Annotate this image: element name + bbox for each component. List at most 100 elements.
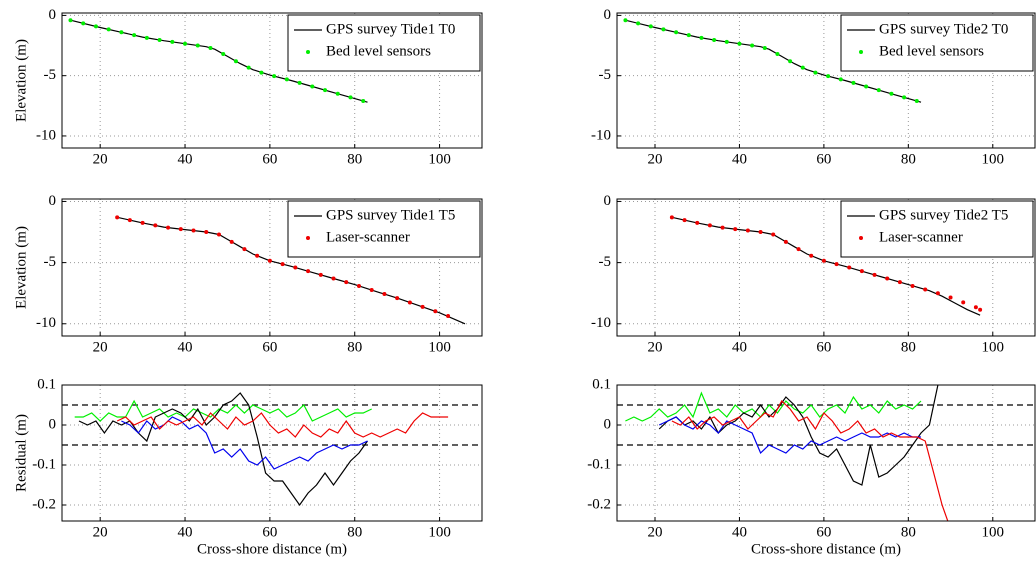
y-tick-label: 0	[604, 7, 612, 23]
y-tick-label: 0	[49, 7, 57, 23]
x-axis-label: Cross-shore distance (m)	[197, 541, 347, 557]
plot-content	[68, 18, 368, 103]
data-point	[669, 215, 674, 220]
x-tick-label: 80	[347, 151, 362, 167]
y-tick-label: -0.1	[32, 456, 56, 472]
data-point	[183, 41, 188, 46]
x-tick-label: 60	[816, 151, 831, 167]
data-point	[771, 232, 776, 237]
data-point	[750, 43, 755, 48]
data-point	[872, 272, 877, 277]
x-tick-label: 40	[178, 151, 193, 167]
y-axis-label: Elevation (m)	[13, 39, 29, 122]
data-point	[221, 51, 226, 56]
data-point	[284, 77, 289, 82]
data-point	[310, 84, 315, 89]
x-tick-label: 100	[428, 151, 451, 167]
x-tick-label: 100	[428, 339, 451, 355]
legend-box	[840, 14, 1034, 72]
data-point	[821, 258, 826, 263]
y-tick-label: 0	[49, 416, 57, 432]
data-point	[733, 227, 738, 232]
data-point	[699, 35, 704, 40]
data-point	[242, 247, 247, 252]
data-point	[369, 288, 374, 293]
y-tick-label: -0.2	[587, 496, 611, 512]
data-point	[361, 98, 366, 103]
data-point	[293, 265, 298, 270]
legend-label: GPS survey Tide2 T5	[879, 207, 1008, 223]
x-tick-label: 100	[982, 339, 1005, 355]
y-tick-label: 0.1	[592, 376, 611, 392]
data-point	[847, 265, 852, 270]
y-axis-label: Elevation (m)	[13, 226, 29, 309]
y-tick-label: -10	[36, 315, 56, 331]
data-point	[395, 296, 400, 301]
x-tick-label: 40	[732, 151, 747, 167]
x-tick-label: 60	[816, 524, 831, 540]
data-point	[695, 220, 700, 225]
panel: 20 40 60 80 100 0 -5 -10 GPS survey Tide2 T5 Lase…	[591, 193, 1036, 355]
legend-box	[287, 200, 481, 258]
data-point	[170, 39, 175, 44]
data-point	[745, 228, 750, 233]
legend-marker	[306, 50, 310, 54]
data-point	[106, 27, 111, 32]
x-tick-label: 80	[901, 151, 916, 167]
x-tick-label: 20	[648, 339, 663, 355]
data-point	[910, 283, 915, 288]
y-tick-label: 0	[49, 193, 57, 209]
data-point	[420, 304, 425, 309]
data-point	[826, 74, 831, 79]
x-tick-label: 80	[901, 339, 916, 355]
data-point	[813, 70, 818, 75]
data-point	[674, 30, 679, 35]
data-point	[356, 283, 361, 288]
data-point	[889, 91, 894, 96]
data-point	[762, 45, 767, 50]
x-tick-label: 60	[262, 524, 277, 540]
data-point	[712, 38, 717, 42]
panel: 20 40 60 80 100 0.1 0 -0.1 -0.2 Cross-shore dista…	[587, 376, 1036, 557]
x-tick-label: 100	[982, 151, 1005, 167]
y-tick-label: -0.1	[587, 456, 611, 472]
y-tick-label: -0.2	[32, 496, 56, 512]
data-point	[259, 70, 264, 75]
x-tick-label: 60	[262, 151, 277, 167]
legend-box	[840, 200, 1034, 258]
data-point	[331, 276, 336, 281]
legend-label: GPS survey Tide1 T5	[326, 207, 455, 223]
data-point	[297, 80, 302, 85]
panel: 20 40 60 80 100 0 -5 -10 GPS survey Tide1 T0 Bed …	[13, 7, 483, 167]
y-tick-label: -5	[44, 254, 57, 270]
data-line	[625, 391, 922, 422]
data-point	[737, 41, 742, 46]
y-tick-label: 0	[604, 193, 612, 209]
x-tick-label: 40	[178, 339, 193, 355]
data-point	[623, 18, 628, 23]
data-point	[923, 287, 928, 292]
x-axis-label: Cross-shore distance (m)	[751, 541, 901, 557]
x-tick-label: 20	[93, 524, 108, 540]
x-tick-label: 60	[262, 339, 277, 355]
data-point	[306, 269, 311, 274]
x-tick-label: 80	[347, 524, 362, 540]
data-point	[720, 225, 725, 230]
data-point	[140, 220, 145, 225]
data-point	[446, 314, 451, 319]
data-point	[686, 33, 691, 38]
data-line	[74, 399, 372, 422]
data-point	[119, 30, 124, 35]
data-point	[796, 247, 801, 252]
data-point	[115, 215, 120, 220]
data-point	[166, 225, 171, 230]
plot-content	[62, 392, 482, 507]
axes-frame	[61, 384, 483, 522]
data-point	[93, 24, 98, 29]
panel: 20 40 60 80 100 0 -5 -10 GPS survey Tide1 T5 Lase…	[13, 193, 483, 355]
data-point	[864, 84, 869, 89]
data-point	[897, 280, 902, 285]
data-point	[229, 239, 234, 244]
data-point	[834, 262, 839, 267]
